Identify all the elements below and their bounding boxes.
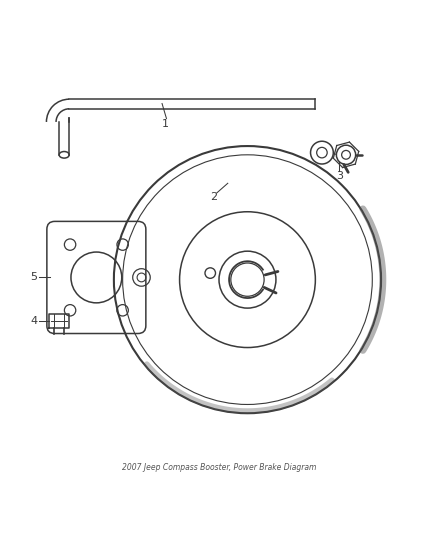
- Text: 3: 3: [336, 171, 343, 181]
- Text: 4: 4: [31, 316, 38, 326]
- Text: 5: 5: [31, 272, 38, 282]
- Text: 1: 1: [162, 119, 169, 128]
- Text: 2007 Jeep Compass Booster, Power Brake Diagram: 2007 Jeep Compass Booster, Power Brake D…: [122, 464, 316, 472]
- Text: 2: 2: [210, 192, 217, 203]
